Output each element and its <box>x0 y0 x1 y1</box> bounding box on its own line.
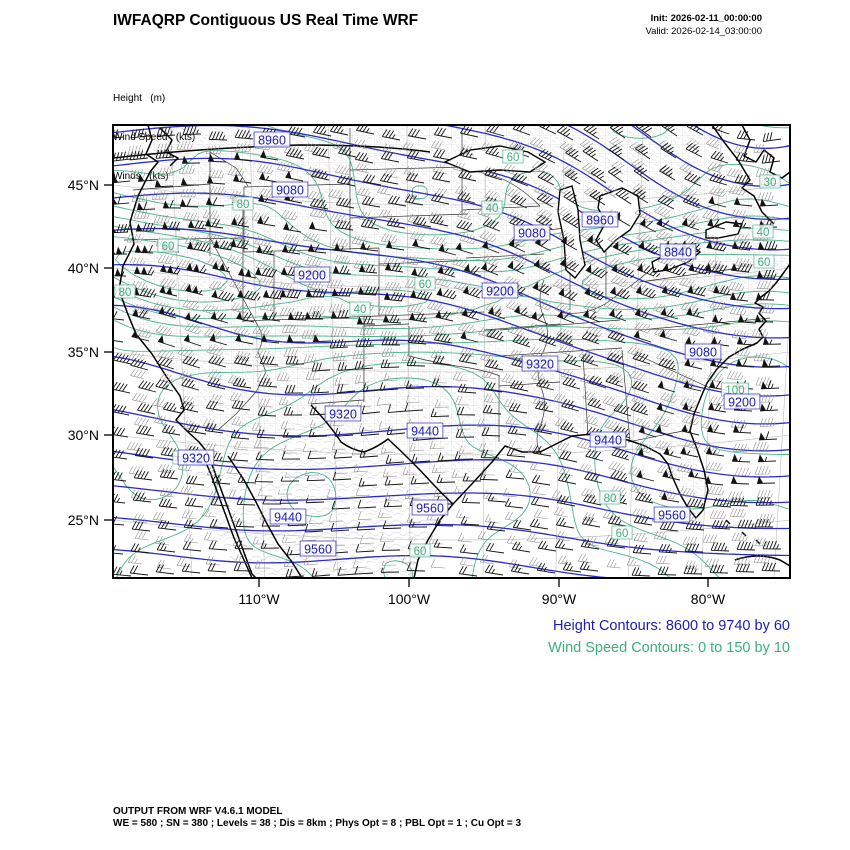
svg-text:9200: 9200 <box>298 269 326 283</box>
wind-contour-label: 80 <box>232 196 254 211</box>
y-axis-label: 35°N <box>68 344 99 360</box>
svg-text:9560: 9560 <box>658 509 686 523</box>
height-contour-label: 9560 <box>411 499 449 516</box>
axis-ticks <box>104 184 709 587</box>
height-contour-label: 9080 <box>684 343 722 360</box>
model-info-line1: OUTPUT FROM WRF V4.6.1 MODEL <box>113 806 283 817</box>
y-axis-label: 30°N <box>68 427 99 443</box>
svg-text:80: 80 <box>237 199 250 211</box>
x-axis-label: 100°W <box>388 591 431 607</box>
svg-text:60: 60 <box>507 152 520 164</box>
height-contour-label: 9440 <box>269 508 307 525</box>
svg-text:9560: 9560 <box>416 502 444 516</box>
wind-contour-label: 60 <box>611 525 633 540</box>
init-time: Init: 2026-02-11_00:00:00 <box>650 13 762 24</box>
svg-text:9320: 9320 <box>182 452 210 466</box>
coastline-layer <box>113 125 790 578</box>
svg-text:8960: 8960 <box>586 214 614 228</box>
wind-barbs-light-layer <box>126 137 776 571</box>
svg-text:9440: 9440 <box>594 434 622 448</box>
wind-contour-label: 60 <box>409 543 431 558</box>
svg-text:8960: 8960 <box>258 134 286 148</box>
wind-contour-label: 60 <box>502 149 524 164</box>
y-axis-label: 40°N <box>68 260 99 276</box>
svg-text:9080: 9080 <box>276 184 304 198</box>
x-axis-label: 110°W <box>238 591 280 607</box>
height-contour-label: 9200 <box>723 393 761 410</box>
svg-text:9440: 9440 <box>411 425 439 439</box>
height-contour-label: 9440 <box>589 431 627 448</box>
svg-text:9200: 9200 <box>486 285 514 299</box>
svg-text:9080: 9080 <box>689 346 717 360</box>
valid-time: Valid: 2026-02-14_03:00:00 <box>645 26 762 37</box>
axis-labels: 45°N 40°N 35°N 30°N 25°N 110°W 100°W 90°W 80°W <box>68 177 726 607</box>
svg-text:30: 30 <box>764 177 777 189</box>
svg-text:9080: 9080 <box>518 227 546 241</box>
height-contour-label: 9320 <box>324 405 362 422</box>
height-contour-label: 9560 <box>653 506 691 523</box>
x-axis-label: 90°W <box>542 591 577 607</box>
svg-text:60: 60 <box>758 257 771 269</box>
height-contour-label: 8840 <box>659 243 697 260</box>
wind-contour-label: 40 <box>349 301 371 316</box>
model-info-line2: WE = 580 ; SN = 380 ; Levels = 38 ; Dis … <box>113 818 522 829</box>
wind-contour-label: 80 <box>114 284 136 299</box>
svg-text:8840: 8840 <box>664 246 692 260</box>
svg-text:60: 60 <box>162 241 175 253</box>
run-times: Init: 2026-02-11_00:00:00 Valid: 2026-02… <box>645 12 762 38</box>
wind-contour-label: 40 <box>752 224 774 239</box>
svg-text:9440: 9440 <box>274 511 302 525</box>
wind-contour-labels: 6030804060406060408010060806060 <box>114 149 781 558</box>
svg-text:40: 40 <box>757 227 770 239</box>
svg-text:9200: 9200 <box>728 396 756 410</box>
contour-notes: Height Contours: 8600 to 9740 by 60 Wind… <box>548 615 790 659</box>
wind-contour-label: 60 <box>414 276 436 291</box>
y-axis-label: 25°N <box>68 512 99 528</box>
height-contours-layer <box>113 125 790 578</box>
height-contour-label: 9320 <box>177 449 215 466</box>
legend-height: Height (m) <box>113 93 166 104</box>
mexico-terrain-texture <box>180 400 453 578</box>
wind-contour-label: 40 <box>481 200 503 215</box>
wind-contour-label: 60 <box>157 238 179 253</box>
wind-contour-label: 60 <box>753 254 775 269</box>
height-contour-label: 9320 <box>521 355 559 372</box>
svg-text:60: 60 <box>414 546 427 558</box>
svg-text:9320: 9320 <box>329 408 357 422</box>
height-contour-note: Height Contours: 8600 to 9740 by 60 <box>553 618 790 634</box>
wind-contour-note: Wind Speed Contours: 0 to 150 by 10 <box>548 640 790 656</box>
svg-text:80: 80 <box>604 493 617 505</box>
height-contour-label: 8960 <box>581 211 619 228</box>
height-contour-label: 9200 <box>293 266 331 283</box>
height-contour-label: 9560 <box>299 540 337 557</box>
height-contour-label: 9080 <box>271 181 309 198</box>
model-info: OUTPUT FROM WRF V4.6.1 MODEL WE = 580 ; … <box>113 806 521 830</box>
svg-text:60: 60 <box>616 528 629 540</box>
svg-text:60: 60 <box>419 279 432 291</box>
height-contour-labels: 8960 9080 9200 9200 9320 9320 9320 9440 9440 9440… <box>177 131 761 557</box>
svg-text:40: 40 <box>486 203 499 215</box>
svg-text:9320: 9320 <box>526 358 554 372</box>
height-contour-label: 9200 <box>481 282 519 299</box>
height-contour-label: 9080 <box>513 224 551 241</box>
page-title: IWFAQRP Contiguous US Real Time WRF <box>113 12 419 29</box>
y-axis-label: 45°N <box>68 177 99 193</box>
height-contour-label: 9440 <box>406 422 444 439</box>
x-axis-label: 80°W <box>691 591 726 607</box>
svg-text:80: 80 <box>119 287 132 299</box>
svg-text:9560: 9560 <box>304 543 332 557</box>
svg-text:40: 40 <box>354 304 367 316</box>
wind-contour-label: 80 <box>599 490 621 505</box>
height-contour-label: 8960 <box>253 131 291 148</box>
wind-contour-label: 30 <box>759 174 781 189</box>
